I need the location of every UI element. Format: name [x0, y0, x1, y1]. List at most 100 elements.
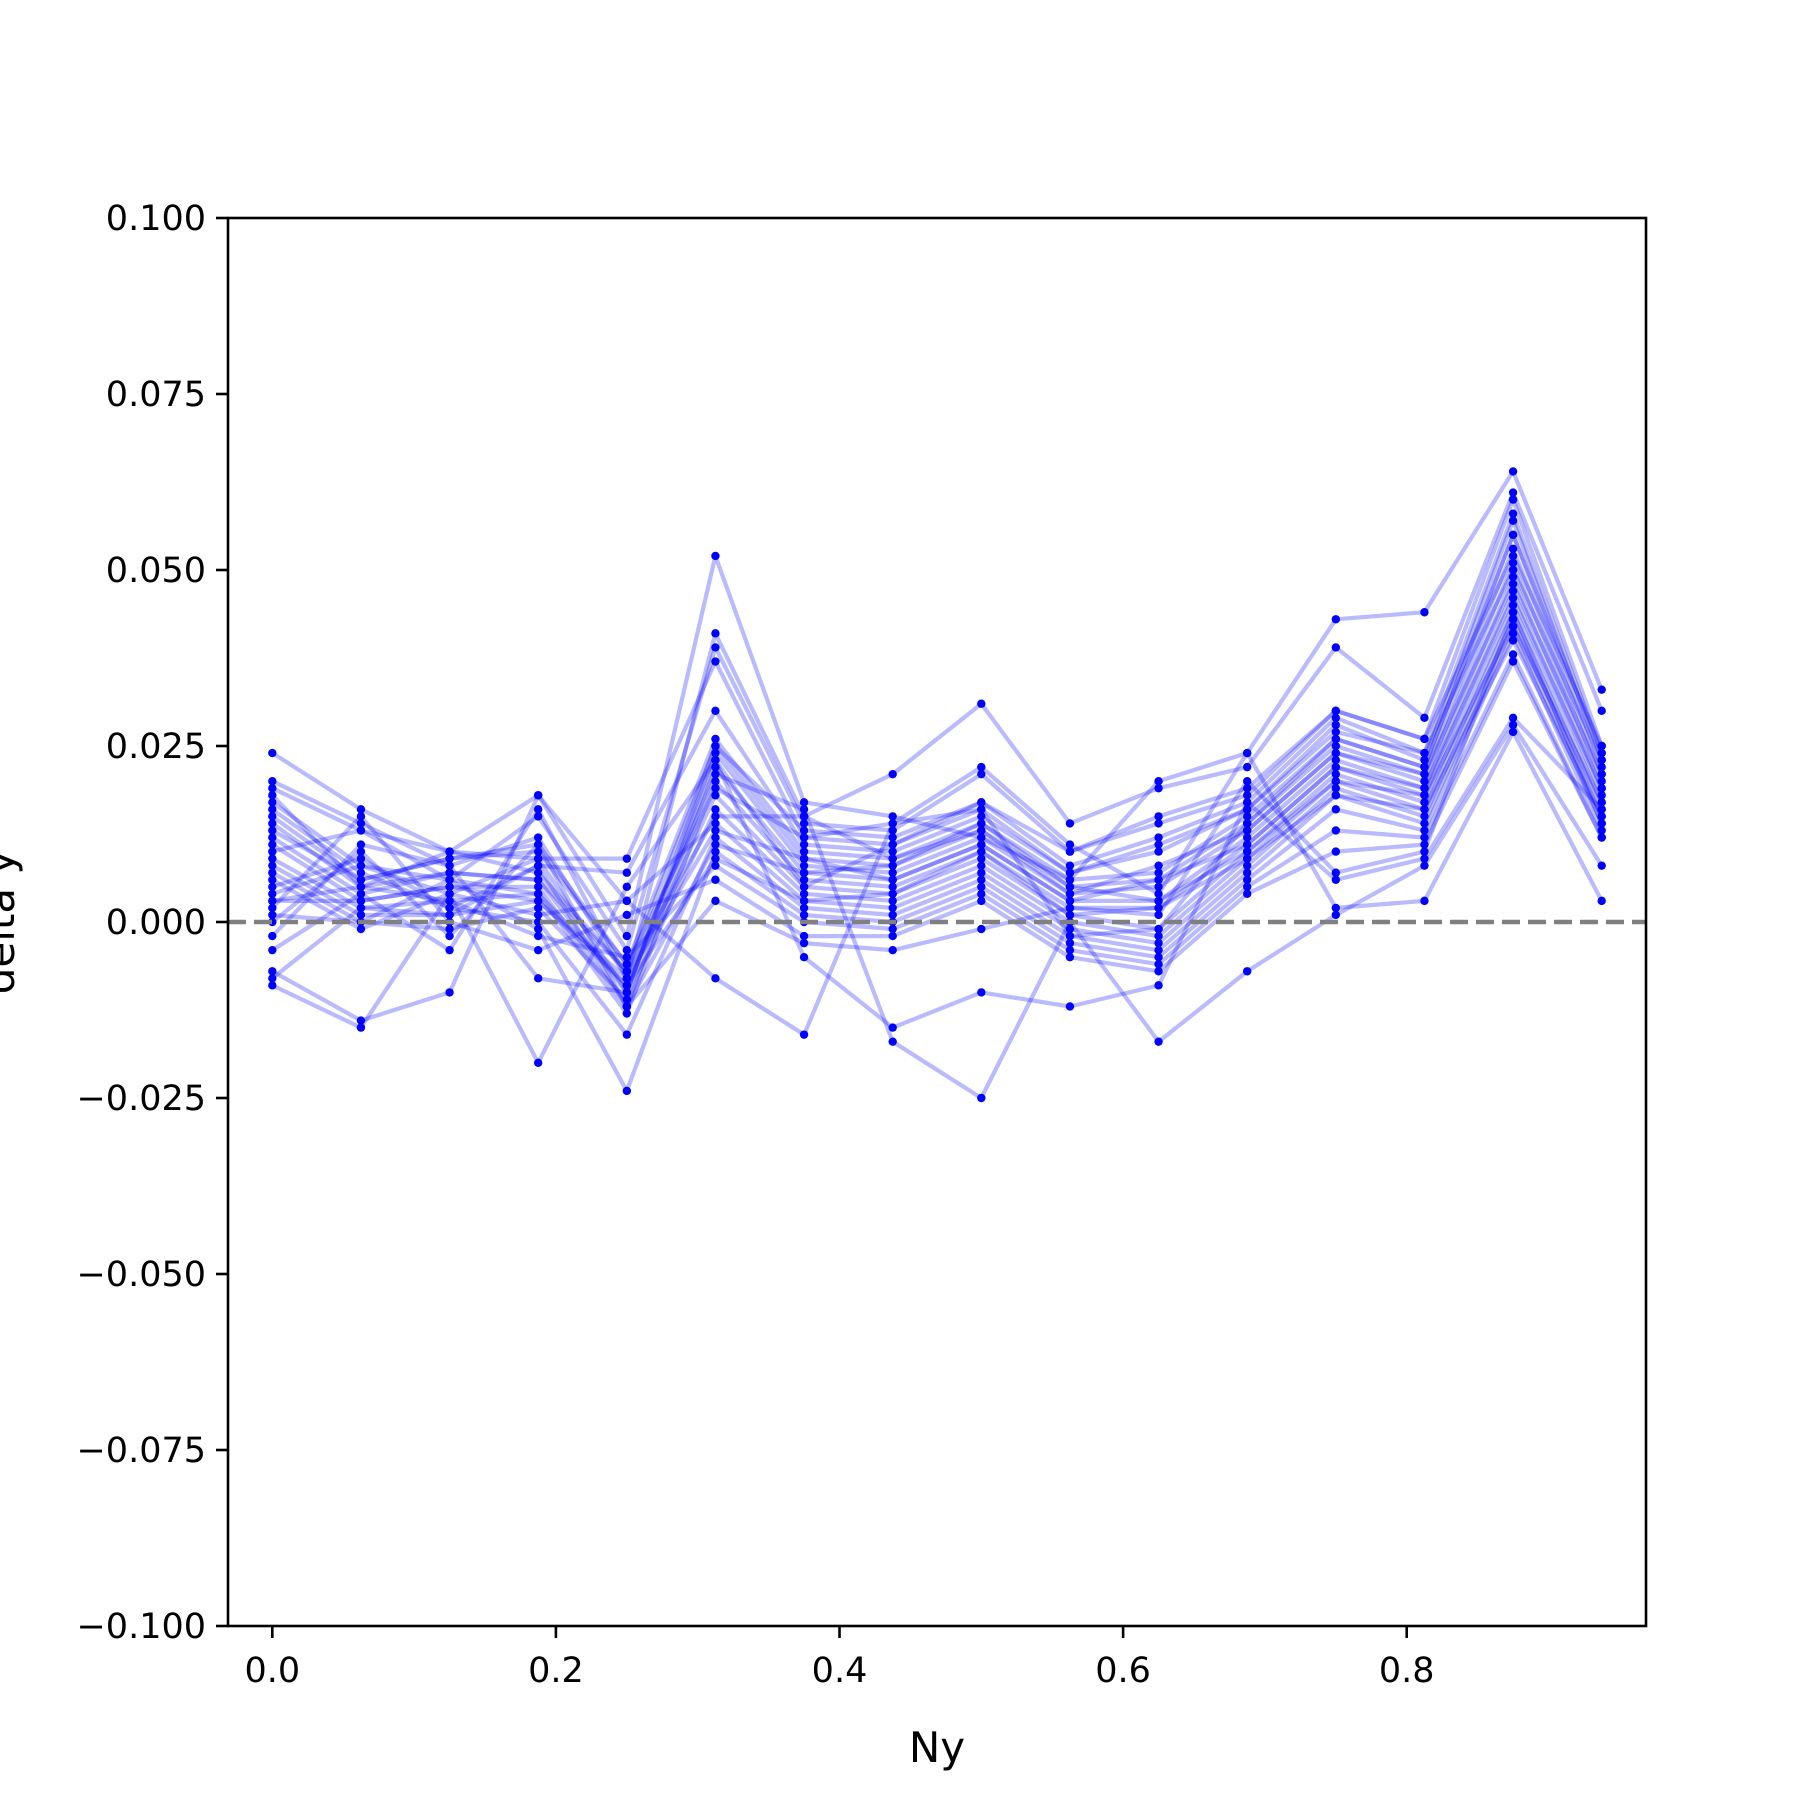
data-point: [1242, 840, 1252, 849]
data-point: [1331, 777, 1341, 786]
data-point: [1242, 826, 1252, 835]
data-point: [1597, 762, 1606, 772]
data-point: [1331, 769, 1341, 779]
data-point: [977, 798, 986, 807]
data-point: [1154, 931, 1163, 941]
data-point: [888, 882, 897, 891]
data-point: [1331, 826, 1341, 835]
y-tick-label: 0.100: [106, 199, 206, 239]
data-point: [977, 868, 986, 877]
data-point: [1508, 509, 1518, 518]
data-point: [1597, 805, 1606, 814]
data-point: [977, 896, 986, 906]
data-point: [977, 882, 986, 891]
data-point: [799, 805, 809, 814]
data-point: [1420, 784, 1429, 793]
data-point: [888, 854, 897, 863]
data-point: [1331, 910, 1341, 920]
data-point: [356, 868, 366, 877]
data-point: [268, 847, 277, 856]
data-point: [711, 812, 720, 821]
data-point: [1154, 784, 1163, 793]
series-line: [270, 624, 1604, 1009]
data-point: [1508, 544, 1518, 554]
data-point: [1420, 896, 1429, 906]
x-tick-label: 0.6: [1095, 1651, 1151, 1691]
data-point: [977, 854, 986, 863]
data-point: [799, 910, 809, 920]
series-line: [271, 729, 1604, 1037]
data-point: [1331, 762, 1341, 772]
data-point: [711, 840, 720, 849]
data-point: [977, 769, 986, 779]
data-point: [1154, 960, 1163, 969]
data-point: [268, 896, 277, 906]
data-point: [533, 945, 543, 955]
data-point: [1508, 650, 1518, 659]
data-point: [1508, 530, 1518, 539]
data-point: [622, 1002, 632, 1011]
data-point: [1331, 643, 1341, 652]
data-point: [533, 896, 543, 906]
data-point: [1065, 875, 1075, 884]
data-point: [1508, 629, 1518, 638]
data-point: [1597, 769, 1606, 779]
y-tick-label: −0.100: [76, 1607, 206, 1647]
data-point: [1508, 586, 1518, 596]
data-point: [533, 861, 543, 870]
data-point: [799, 819, 809, 828]
data-point: [1242, 762, 1252, 772]
data-point: [1154, 910, 1163, 920]
data-point: [356, 896, 366, 906]
series-27: [268, 622, 1606, 1011]
data-point: [711, 734, 720, 744]
data-point: [888, 875, 897, 884]
data-point: [977, 833, 986, 842]
data-point: [799, 931, 809, 941]
data-point: [1420, 854, 1429, 863]
data-point: [1597, 777, 1606, 786]
data-point: [1331, 805, 1341, 814]
data-point: [445, 896, 454, 906]
series-line: [270, 581, 1604, 974]
data-point: [1508, 558, 1518, 568]
data-point: [1508, 727, 1518, 737]
data-point: [622, 1009, 632, 1018]
data-point: [711, 741, 720, 751]
data-point: [888, 903, 897, 913]
data-point: [1420, 833, 1429, 842]
data-point: [1154, 840, 1163, 849]
data-point: [1154, 953, 1163, 962]
data-point: [533, 1058, 543, 1068]
data-point: [1331, 713, 1341, 723]
data-point: [1508, 565, 1518, 575]
data-point: [1242, 784, 1252, 793]
data-point: [1242, 812, 1252, 821]
data-point: [977, 699, 986, 708]
data-point: [888, 847, 897, 856]
data-point: [1242, 777, 1252, 786]
data-point: [799, 875, 809, 884]
data-point: [1420, 769, 1429, 779]
data-point: [533, 854, 543, 863]
data-point: [799, 847, 809, 856]
data-point: [711, 791, 720, 800]
data-point: [711, 706, 720, 715]
data-point: [711, 769, 720, 779]
data-point: [1154, 847, 1163, 856]
data-point: [1242, 748, 1252, 758]
data-point: [711, 875, 720, 884]
data-point: [1154, 861, 1163, 870]
data-point: [711, 777, 720, 786]
data-point: [1420, 805, 1429, 814]
data-point: [711, 748, 720, 758]
data-point: [356, 1016, 366, 1025]
data-point: [622, 974, 632, 983]
data-point: [622, 896, 632, 906]
data-point: [268, 974, 277, 983]
data-point: [1065, 931, 1075, 941]
series-line: [271, 546, 1604, 974]
series-line: [271, 532, 1604, 967]
y-axis: 0.100 0.075 0.050 0.025 0.000 −0.025 −0.050 −0.…: [76, 199, 228, 1647]
data-point: [1154, 777, 1163, 786]
